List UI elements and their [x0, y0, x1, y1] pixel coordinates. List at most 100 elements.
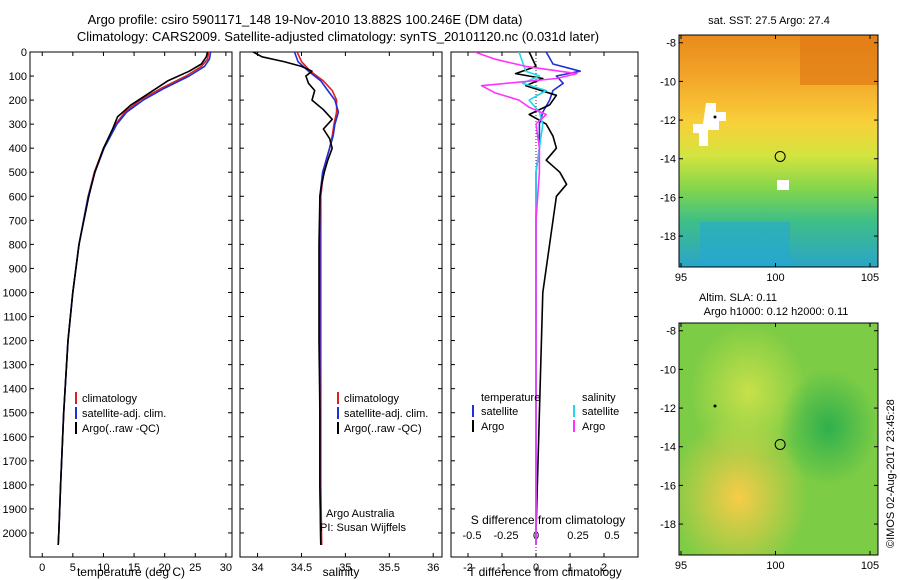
sst-map-frame	[678, 34, 879, 268]
legend-salinity-heading: salinity	[582, 392, 616, 404]
x-tick-label: 1	[567, 562, 573, 574]
x-tick-label: 25	[189, 562, 201, 574]
map-lat-label: -14	[660, 154, 676, 166]
figure-title-line1: Argo profile: csiro 5901171_148 19-Nov-2…	[88, 12, 523, 27]
legend-temperature-heading: temperature	[481, 392, 540, 404]
sst-map-title: sat. SST: 27.5 Argo: 27.4	[708, 15, 830, 27]
depth-tick-label: 1400	[3, 384, 27, 396]
depth-tick-label: 400	[9, 143, 27, 155]
temperature-lines	[57, 52, 212, 546]
figure-title-line2: Climatology: CARS2009. Satellite-adjuste…	[77, 29, 599, 44]
depth-tick-label: 1500	[3, 408, 27, 420]
legend-argo-label: Argo(..raw -QC)	[82, 423, 160, 435]
map-lat-label: -16	[660, 480, 676, 492]
difference-panel: -2 -1 0 1 2 -0.5 -0.25 0 0.25 0.5 T difference f…	[450, 51, 639, 579]
depth-tick-label: 700	[9, 215, 27, 227]
temperature-xlabel: temperature (deg C)	[77, 565, 185, 579]
difference-depth-ticks	[451, 51, 638, 534]
difference-axes-frame	[450, 51, 639, 558]
salinity-lines	[252, 52, 340, 546]
sst-map-warm-patch	[800, 35, 878, 85]
legend-climatology-label: climatology	[344, 393, 400, 405]
x-tick-label: 35	[339, 562, 351, 574]
map-lat-label: -10	[660, 76, 676, 88]
map-lon-label: 95	[675, 272, 687, 284]
difference-salinity-ticks: -0.5-0.2500.250.5	[463, 530, 620, 542]
x-tick-label: 0	[39, 562, 45, 574]
salinity-diff-tick-label: 0.5	[604, 530, 619, 542]
map-lat-label: -12	[660, 115, 676, 127]
x-tick-label: 34.5	[291, 562, 312, 574]
sla-map-low-field	[679, 323, 878, 555]
sla-map-dot	[713, 404, 717, 408]
temperature-legend: climatology satellite-adj. clim. Argo(..…	[75, 392, 166, 435]
series-line-argo-raw-qc-	[252, 52, 334, 546]
map-lon-label: 100	[766, 272, 784, 284]
x-tick-label: 5	[70, 562, 76, 574]
x-tick-label: 30	[220, 562, 232, 574]
map-lat-label: -18	[660, 231, 676, 243]
map-lat-label: -18	[660, 519, 676, 531]
map-lat-label: -12	[660, 403, 676, 415]
salinity-diff-tick-label: -0.25	[493, 530, 518, 542]
map-lon-label: 95	[675, 560, 687, 572]
temperature-axes-frame	[29, 51, 233, 558]
x-tick-label: -2	[463, 562, 473, 574]
depth-tick-label: 2000	[3, 528, 27, 540]
depth-tick-label: 1000	[3, 287, 27, 299]
difference-x-ticks: -2 -1 0 1 2	[463, 52, 607, 574]
depth-tick-label: 1100	[3, 312, 27, 324]
sst-map-ticks: -8 -10 -12 -14 -16 -18 95 100 105	[660, 35, 879, 284]
salinity-xlabel: salinity	[323, 565, 360, 579]
salinity-diff-tick-label: 0.25	[567, 530, 588, 542]
sst-map: sat. SST: 27.5 Argo: 27.4 -8 -10 -12 -14 -16…	[660, 15, 879, 284]
x-tick-label: 35.5	[379, 562, 400, 574]
map-lat-label: -14	[660, 442, 676, 454]
map-lon-label: 100	[766, 560, 784, 572]
legend-argo-label: Argo(..raw -QC)	[344, 423, 422, 435]
temperature-depth-ticks: 0 100 200 300 400 500 600 700 800 900 1000 1100 1200…	[3, 47, 232, 540]
sla-map-title-line2: Argo h1000: 0.12 h2000: 0.11	[704, 306, 849, 318]
depth-tick-label: 1700	[3, 456, 27, 468]
salinity-note-pi: PI: Susan Wijffels	[320, 522, 406, 534]
depth-tick-label: 1800	[3, 480, 27, 492]
difference-xlabel: T difference from climatology	[468, 565, 622, 579]
imos-credit: ©IMOS 02-Aug-2017 23:45:28	[885, 399, 897, 548]
legend-satellite-label: satellite-adj. clim.	[344, 408, 428, 420]
depth-tick-label: 800	[9, 239, 27, 251]
x-tick-label: 2	[601, 562, 607, 574]
x-tick-label: -1	[497, 562, 507, 574]
depth-tick-label: 1300	[3, 360, 27, 372]
sst-map-land-mask	[777, 180, 789, 190]
difference-x2label: S difference from climatology	[471, 513, 626, 527]
x-tick-label: 36	[427, 562, 439, 574]
legend-temp-argo-label: Argo	[481, 421, 504, 433]
sst-map-dot	[713, 115, 717, 119]
x-tick-label: 34	[251, 562, 263, 574]
series-line-salinity-argo	[474, 52, 578, 545]
legend-sal-satellite-label: satellite	[582, 406, 619, 418]
sla-map-argo-location	[774, 438, 786, 450]
sst-map-land-mask	[693, 103, 726, 146]
salinity-axes-frame	[239, 51, 443, 558]
x-tick-label: 0	[533, 562, 539, 574]
sla-map-ticks: -8 -10 -12 -14 -16 -18 95 100 105	[660, 323, 879, 572]
salinity-x-ticks: 34 34.5 35 35.5 36	[251, 52, 439, 574]
map-lon-label: 105	[861, 272, 879, 284]
depth-tick-label: 0	[21, 47, 27, 59]
legend-climatology-label: climatology	[82, 393, 138, 405]
temperature-x-ticks: 0 5 10 15 20 25 30	[39, 52, 232, 574]
difference-lines	[474, 52, 582, 557]
salinity-note-institution: Argo Australia	[326, 508, 395, 520]
depth-tick-label: 200	[9, 95, 27, 107]
depth-tick-label: 600	[9, 191, 27, 203]
map-lat-label: -8	[666, 38, 676, 50]
depth-tick-label: 1200	[3, 336, 27, 348]
legend-satellite-label: satellite-adj. clim.	[82, 408, 166, 420]
sla-map-title-line1: Altim. SLA: 0.11	[699, 292, 777, 304]
salinity-diff-tick-label: -0.5	[463, 530, 482, 542]
depth-tick-label: 1900	[3, 504, 27, 516]
depth-tick-label: 300	[9, 119, 27, 131]
x-tick-label: 15	[128, 562, 140, 574]
